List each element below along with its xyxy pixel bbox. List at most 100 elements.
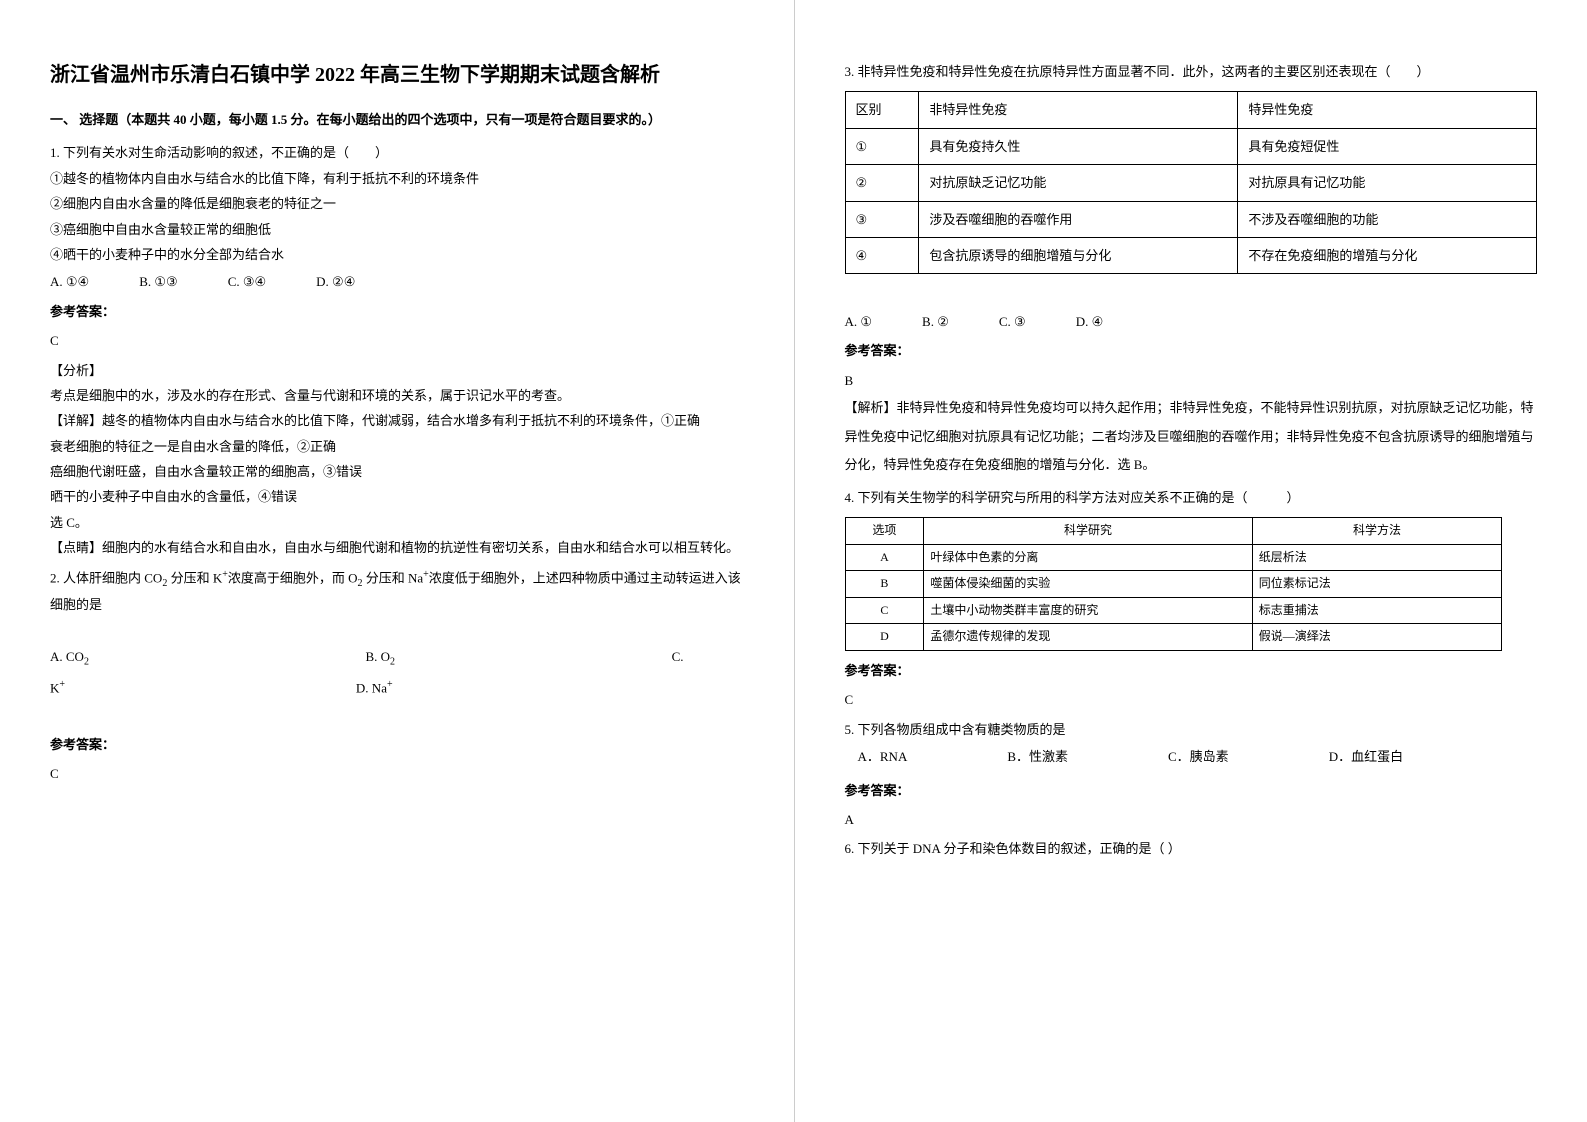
left-page: 浙江省温州市乐清白石镇中学 2022 年高三生物下学期期末试题含解析 一、 选择… xyxy=(0,0,794,1122)
q1-statement-4: ④晒干的小麦种子中的水分全部为结合水 xyxy=(50,243,744,266)
q3-r1c1: ① xyxy=(845,128,919,164)
q2-options-row1: A. CO2 B. O2 C. xyxy=(50,645,744,672)
q4-rA3: 纸层析法 xyxy=(1252,544,1502,571)
q1-option-c: C. ③④ xyxy=(228,270,266,293)
q5-stem: 5. 下列各物质组成中含有糖类物质的是 xyxy=(845,718,1538,741)
q4-th1: 选项 xyxy=(845,518,924,545)
q3-option-c: C. ③ xyxy=(999,310,1026,333)
q1-answer: C xyxy=(50,329,744,352)
table-row: A 叶绿体中色素的分离 纸层析法 xyxy=(845,544,1502,571)
q3-th3: 特异性免疫 xyxy=(1238,92,1537,128)
q2-optC-k: K xyxy=(50,680,59,695)
document-title: 浙江省温州市乐清白石镇中学 2022 年高三生物下学期期末试题含解析 xyxy=(50,60,744,90)
table-row: ③ 涉及吞噬细胞的吞噬作用 不涉及吞噬细胞的功能 xyxy=(845,201,1537,237)
q1-options: A. ①④ B. ①③ C. ③④ D. ②④ xyxy=(50,270,744,293)
q5-options: A．RNA B．性激素 C．胰岛素 D．血红蛋白 xyxy=(845,745,1538,772)
q1-option-a: A. ①④ xyxy=(50,270,89,293)
q1-analysis-2: 【详解】越冬的植物体内自由水与结合水的比值下降，代谢减弱，结合水增多有利于抵抗不… xyxy=(50,409,744,432)
q1-analysis-3: 衰老细胞的特征之一是自由水含量的降低，②正确 xyxy=(50,435,744,458)
q3-r3c2: 涉及吞噬细胞的吞噬作用 xyxy=(919,201,1238,237)
q1-analysis-5: 晒干的小麦种子中自由水的含量低，④错误 xyxy=(50,485,744,508)
q1-analysis-1: 考点是细胞中的水，涉及水的存在形式、含量与代谢和环境的关系，属于识记水平的考查。 xyxy=(50,384,744,407)
table-row: ② 对抗原缺乏记忆功能 对抗原具有记忆功能 xyxy=(845,165,1537,201)
q5-option-c: C．胰岛素 xyxy=(1168,745,1229,768)
q4-th2: 科学研究 xyxy=(924,518,1252,545)
q1-statement-3: ③癌细胞中自由水含量较正常的细胞低 xyxy=(50,218,744,241)
question-1: 1. 下列有关水对生命活动影响的叙述，不正确的是（ ） ①越冬的植物体内自由水与… xyxy=(50,141,744,559)
q4-th3: 科学方法 xyxy=(1252,518,1502,545)
q2-answer-label: 参考答案： xyxy=(50,733,744,756)
q4-table: 选项 科学研究 科学方法 A 叶绿体中色素的分离 纸层析法 B 噬菌体侵染细菌的… xyxy=(845,517,1503,651)
q2-option-a: A. CO2 xyxy=(50,645,89,672)
q3-r2c1: ② xyxy=(845,165,919,201)
q4-rC3: 标志重捕法 xyxy=(1252,597,1502,624)
q1-analysis-6: 选 C。 xyxy=(50,511,744,534)
q2-option-b: B. O2 xyxy=(365,645,395,672)
table-row: 区别 非特异性免疫 特异性免疫 xyxy=(845,92,1537,128)
q2-stem-b: 分压和 K xyxy=(167,570,222,585)
table-row: ④ 包含抗原诱导的细胞增殖与分化 不存在免疫细胞的增殖与分化 xyxy=(845,237,1537,273)
q2-optA-text: A. CO xyxy=(50,649,84,664)
q2-answer: C xyxy=(50,762,744,785)
table-row: ① 具有免疫持久性 具有免疫短促性 xyxy=(845,128,1537,164)
right-page: 3. 非特异性免疫和特异性免疫在抗原特异性方面显著不同．此外，这两者的主要区别还… xyxy=(794,0,1587,1122)
q3-r3c3: 不涉及吞噬细胞的功能 xyxy=(1238,201,1537,237)
table-row: 选项 科学研究 科学方法 xyxy=(845,518,1502,545)
q4-rC2: 土壤中小动物类群丰富度的研究 xyxy=(924,597,1252,624)
q3-r4c3: 不存在免疫细胞的增殖与分化 xyxy=(1238,237,1537,273)
q1-analysis-4: 癌细胞代谢旺盛，自由水含量较正常的细胞高，③错误 xyxy=(50,460,744,483)
section-1-title: 一、 选择题（本题共 40 小题，每小题 1.5 分。在每小题给出的四个选项中，… xyxy=(50,108,744,131)
q2-option-c2: K+ xyxy=(50,676,65,700)
question-3: 3. 非特异性免疫和特异性免疫在抗原特异性方面显著不同．此外，这两者的主要区别还… xyxy=(845,60,1538,480)
q1-statement-2: ②细胞内自由水含量的降低是细胞衰老的特征之一 xyxy=(50,192,744,215)
q3-table: 区别 非特异性免疫 特异性免疫 ① 具有免疫持久性 具有免疫短促性 ② 对抗原缺… xyxy=(845,91,1538,274)
q4-answer: C xyxy=(845,688,1538,711)
q4-rB2: 噬菌体侵染细菌的实验 xyxy=(924,571,1252,598)
q3-answer-label: 参考答案： xyxy=(845,339,1538,362)
q4-rD2: 孟德尔遗传规律的发现 xyxy=(924,624,1252,651)
q3-th1: 区别 xyxy=(845,92,919,128)
q3-analysis: 【解析】非特异性免疫和特异性免疫均可以持久起作用；非特异性免疫，不能特异性识别抗… xyxy=(845,394,1538,480)
q1-stem: 1. 下列有关水对生命活动影响的叙述，不正确的是（ ） xyxy=(50,141,744,164)
q3-r1c3: 具有免疫短促性 xyxy=(1238,128,1537,164)
q1-option-b: B. ①③ xyxy=(139,270,177,293)
q3-r4c1: ④ xyxy=(845,237,919,273)
table-row: B 噬菌体侵染细菌的实验 同位素标记法 xyxy=(845,571,1502,598)
table-row: D 孟德尔遗传规律的发现 假说—演绎法 xyxy=(845,624,1502,651)
q6-stem: 6. 下列关于 DNA 分子和染色体数目的叙述，正确的是（ ） xyxy=(845,837,1538,860)
q4-rB3: 同位素标记法 xyxy=(1252,571,1502,598)
q4-answer-label: 参考答案： xyxy=(845,659,1538,682)
q3-r2c3: 对抗原具有记忆功能 xyxy=(1238,165,1537,201)
q2-optD-text: D. Na xyxy=(356,680,387,695)
q4-rA2: 叶绿体中色素的分离 xyxy=(924,544,1252,571)
q1-statement-1: ①越冬的植物体内自由水与结合水的比值下降，有利于抵抗不利的环境条件 xyxy=(50,167,744,190)
q1-answer-label: 参考答案： xyxy=(50,300,744,323)
q2-options-row2: K+ D. Na+ xyxy=(50,676,744,700)
q4-rC1: C xyxy=(845,597,924,624)
question-2: 2. 人体肝细胞内 CO2 分压和 K+浓度高于细胞外，而 O2 分压和 Na+… xyxy=(50,566,744,786)
q5-option-a: A．RNA xyxy=(845,745,908,768)
q2-stem-d: 分压和 Na xyxy=(362,570,423,585)
q3-r2c2: 对抗原缺乏记忆功能 xyxy=(919,165,1238,201)
q2-stem-a: 2. 人体肝细胞内 CO xyxy=(50,570,162,585)
q3-r4c2: 包含抗原诱导的细胞增殖与分化 xyxy=(919,237,1238,273)
q3-option-b: B. ② xyxy=(922,310,949,333)
q2-stem: 2. 人体肝细胞内 CO2 分压和 K+浓度高于细胞外，而 O2 分压和 Na+… xyxy=(50,566,744,616)
question-5: 5. 下列各物质组成中含有糖类物质的是 A．RNA B．性激素 C．胰岛素 D．… xyxy=(845,718,1538,832)
q3-r1c2: 具有免疫持久性 xyxy=(919,128,1238,164)
q4-rD1: D xyxy=(845,624,924,651)
q3-th2: 非特异性免疫 xyxy=(919,92,1238,128)
q3-option-d: D. ④ xyxy=(1076,310,1104,333)
q5-answer-label: 参考答案： xyxy=(845,779,1538,802)
q1-analysis-label: 【分析】 xyxy=(50,359,744,382)
question-6: 6. 下列关于 DNA 分子和染色体数目的叙述，正确的是（ ） xyxy=(845,837,1538,860)
question-4: 4. 下列有关生物学的科学研究与所用的科学方法对应关系不正确的是（ ） 选项 科… xyxy=(845,486,1538,712)
q3-r3c1: ③ xyxy=(845,201,919,237)
q5-option-b: B．性激素 xyxy=(1007,745,1068,768)
table-row: C 土壤中小动物类群丰富度的研究 标志重捕法 xyxy=(845,597,1502,624)
q1-analysis-7: 【点睛】细胞内的水有结合水和自由水，自由水与细胞代谢和植物的抗逆性有密切关系，自… xyxy=(50,536,744,559)
q5-option-d: D．血红蛋白 xyxy=(1329,745,1403,768)
q5-answer: A xyxy=(845,808,1538,831)
q3-answer: B xyxy=(845,369,1538,392)
q1-option-d: D. ②④ xyxy=(316,270,355,293)
